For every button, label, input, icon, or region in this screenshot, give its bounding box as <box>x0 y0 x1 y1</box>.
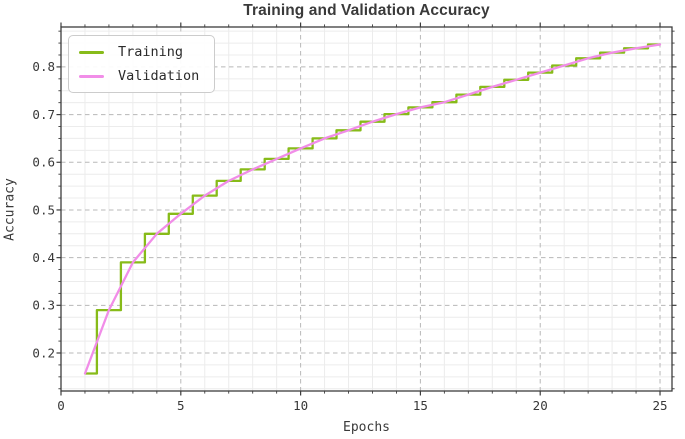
y-tick-label: 0.8 <box>32 59 55 74</box>
y-axis-label: Accuracy <box>2 178 18 241</box>
x-tick-label: 20 <box>533 398 548 413</box>
legend-label-training: Training <box>118 44 184 60</box>
x-tick-label: 15 <box>413 398 428 413</box>
legend-label-validation: Validation <box>118 68 200 84</box>
plot-border <box>60 26 673 392</box>
x-tick-label: 25 <box>652 398 667 413</box>
x-tick-label: 0 <box>57 398 65 413</box>
y-tick-label: 0.6 <box>32 155 55 170</box>
y-tick-label: 0.3 <box>32 298 55 313</box>
y-tick-label: 0.4 <box>32 250 55 265</box>
x-axis-label: Epochs <box>343 420 390 435</box>
legend-item-validation: Validation <box>79 64 199 88</box>
x-tick-label: 5 <box>177 398 185 413</box>
axis-spines <box>60 26 673 392</box>
series-line-validation <box>83 43 662 375</box>
y-tick-label: 0.5 <box>32 202 55 217</box>
legend-line-validation <box>79 74 104 78</box>
y-tick-label: 0.7 <box>32 107 55 122</box>
major-grid <box>60 27 672 391</box>
y-tick-label: 0.2 <box>32 345 55 360</box>
series-lines <box>83 43 662 375</box>
legend: Training Validation <box>68 35 216 93</box>
x-tick-label: 10 <box>293 398 308 413</box>
axis-ticks <box>56 22 677 396</box>
minor-grid <box>61 27 672 391</box>
legend-item-training: Training <box>79 40 199 64</box>
tick-labels: 0 5 10 15 20 25 0.2 0.3 0.4 0.5 0.6 0.7 0.8 <box>32 59 667 413</box>
legend-line-training <box>79 50 104 54</box>
chart-title: Training and Validation Accuracy <box>243 2 490 19</box>
